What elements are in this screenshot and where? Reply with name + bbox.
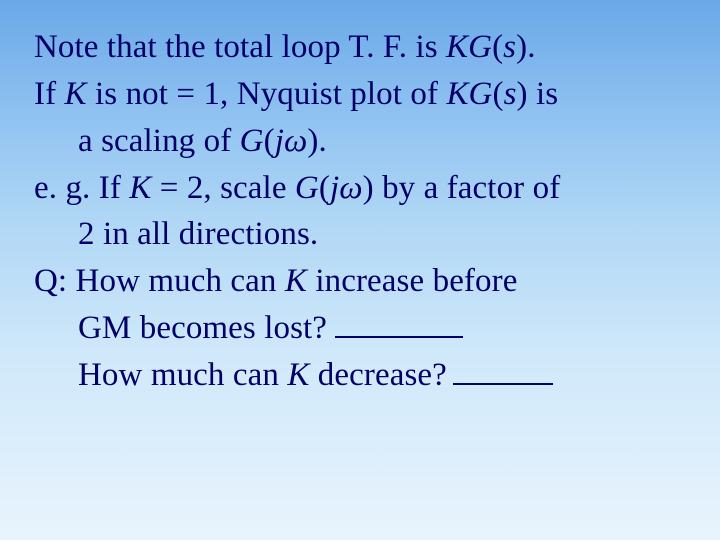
blank-field-2 [453,383,553,385]
text-line-7: GM becomes lost? [34,305,686,352]
text-line-1: Note that the total loop T. F. is KG(s). [34,24,686,71]
text: Note that the total loop T. F. is [34,29,446,65]
text-line-4: e. g. If K = 2, scale G(jω) by a factor … [34,165,686,212]
var-K: K [65,76,87,112]
text: ). [307,123,326,159]
var-K: K [287,357,309,393]
var-K: K [285,263,307,299]
text-line-2: If K is not = 1, Nyquist plot of KG(s) i… [34,71,686,118]
text: How much can [78,357,287,393]
text: ( [319,170,330,206]
slide-container: Note that the total loop T. F. is KG(s).… [34,24,686,399]
text: 2 in all directions. [78,216,318,252]
text: ) is [517,76,559,112]
var-G: G [240,123,264,159]
text: ) by a factor of [363,170,561,206]
text: = 2, scale [151,170,295,206]
text-line-3: a scaling of G(jω). [34,118,686,165]
text: is not = 1, Nyquist plot of [87,76,447,112]
text: ). [516,29,535,65]
text: ( [492,29,503,65]
text: GM becomes lost? [78,310,327,346]
var-s: s [503,29,516,65]
text: ( [492,76,503,112]
var-KG: KG [446,76,492,112]
text-line-6: Q: How much can K increase before [34,258,686,305]
text-line-5: 2 in all directions. [34,211,686,258]
blank-field-1 [335,336,463,338]
var-G: G [295,170,319,206]
text: e. g. If [34,170,129,206]
text: a scaling of [78,123,240,159]
var-jomega: jω [330,170,363,206]
var-s: s [504,76,517,112]
text: decrease? [309,357,446,393]
var-KG: KG [446,29,492,65]
var-K: K [129,170,151,206]
text: If [34,76,65,112]
text-line-8: How much can K decrease? [34,352,686,399]
text: Q: How much can [34,263,285,299]
var-jomega: jω [275,123,308,159]
text: increase before [307,263,517,299]
text: ( [264,123,275,159]
